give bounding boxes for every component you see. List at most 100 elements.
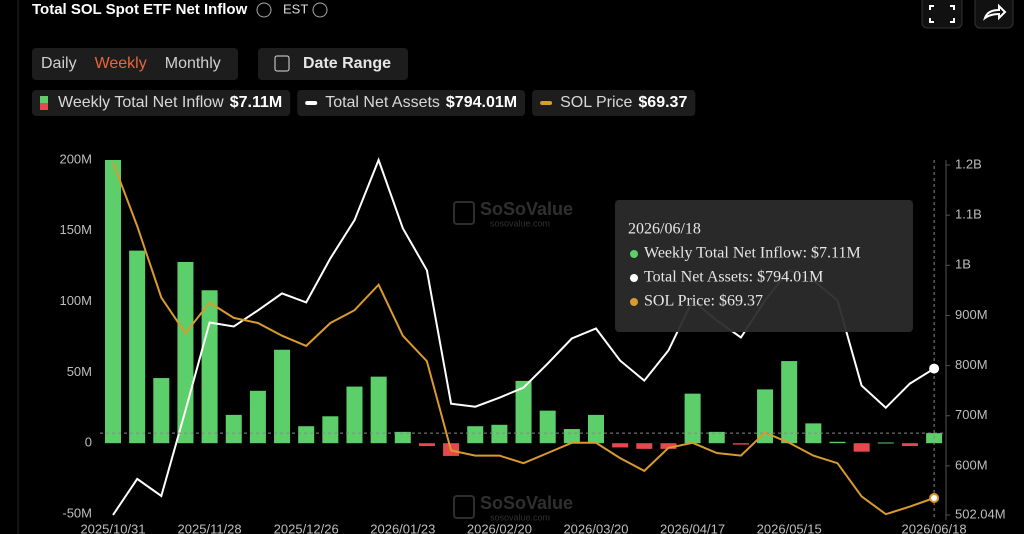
legend-label: Weekly Total Net Inflow	[58, 94, 224, 111]
bar[interactable]	[829, 441, 846, 444]
calendar-icon	[274, 55, 290, 72]
info-icon[interactable]	[256, 2, 272, 18]
legend-item: SOL Price $69.37	[532, 90, 696, 116]
x-tick-label: 2026/01/23	[370, 521, 435, 534]
bar[interactable]	[346, 386, 363, 444]
share-icon	[983, 3, 1007, 21]
tooltip-title: 2026/06/18	[628, 221, 701, 238]
legend-item: Weekly Total Net Inflow $7.11M	[32, 90, 291, 116]
bar[interactable]	[322, 416, 339, 444]
tooltip-dot	[630, 298, 638, 306]
legend-item: Total Net Assets $794.01M	[297, 90, 526, 116]
x-tick-label: 2026/04/17	[660, 521, 725, 534]
y-tick-label: 100M	[59, 293, 92, 308]
legend-label: Total Net Assets	[325, 94, 440, 111]
y-tick-label: -50M	[62, 505, 92, 520]
bar[interactable]	[298, 426, 315, 444]
bar[interactable]	[370, 376, 387, 444]
bar[interactable]	[515, 380, 532, 444]
tooltip-line: Total Net Assets: $794.01M	[644, 269, 823, 286]
bar[interactable]	[708, 431, 725, 444]
bar[interactable]	[274, 349, 291, 444]
y2-tick-label: 900M	[955, 307, 988, 322]
y2-tick-label: 800M	[955, 357, 988, 372]
line-series	[112, 161, 935, 516]
bar[interactable]	[877, 442, 894, 444]
tooltip-dot	[630, 250, 638, 258]
bar[interactable]	[563, 429, 580, 444]
legend-value: $7.11M	[230, 94, 282, 111]
period-option[interactable]: Daily	[41, 55, 77, 72]
hover-point	[929, 363, 940, 374]
bar[interactable]	[177, 261, 194, 444]
fullscreen-button[interactable]	[921, 0, 963, 29]
bar[interactable]	[539, 410, 556, 444]
bar[interactable]	[612, 443, 629, 448]
legend-value: $794.01M	[446, 94, 517, 111]
x-tick-label: 2025/11/28	[178, 521, 242, 534]
bar[interactable]	[732, 443, 749, 445]
bar[interactable]	[757, 389, 774, 444]
hover-point	[929, 492, 940, 503]
y2-tick-label: 1.2B	[955, 156, 982, 171]
legend-pill	[532, 90, 696, 116]
legend-swatch	[40, 96, 48, 103]
bar[interactable]	[588, 414, 604, 444]
bar[interactable]	[418, 443, 435, 447]
bar[interactable]	[153, 378, 170, 444]
bar[interactable]	[201, 290, 218, 444]
tooltip	[615, 200, 913, 332]
date-range-label: Date Range	[303, 55, 391, 72]
y2-tick-label: 502.04M	[955, 506, 1006, 521]
period-option[interactable]: Weekly	[95, 55, 147, 72]
watermark: SoSoValue	[480, 199, 573, 219]
x-tick-label: 2026/03/20	[563, 521, 628, 534]
x-tick-label: 2026/02/20	[467, 521, 532, 534]
bar[interactable]	[249, 390, 266, 444]
bar[interactable]	[105, 160, 121, 444]
watermark-url: sosovalue.com	[490, 218, 550, 228]
y-tick-label: 150M	[59, 222, 92, 237]
y2-tick-label: 700M	[955, 407, 988, 422]
tooltip-line: Weekly Total Net Inflow: $7.11M	[644, 245, 861, 262]
x-tick-label: 2026/05/15	[757, 521, 822, 534]
y-tick-label: 0	[85, 435, 92, 450]
bar[interactable]	[636, 443, 653, 449]
bar[interactable]	[129, 250, 146, 444]
legend-swatch	[40, 103, 48, 110]
legend-pill	[32, 90, 291, 116]
bar[interactable]	[394, 431, 411, 444]
chart-title: Total SOL Spot ETF Net Inflow	[32, 1, 248, 18]
watermark-logo	[453, 495, 475, 519]
watermark-url: sosovalue.com	[490, 512, 550, 522]
bar[interactable]	[225, 414, 242, 444]
x-tick-label: 2025/12/26	[274, 521, 339, 534]
bar[interactable]	[491, 424, 508, 444]
date-range-button[interactable]	[258, 48, 408, 80]
y-tick-label: 200M	[59, 151, 92, 166]
info-icon[interactable]	[312, 2, 328, 18]
tooltip-dot	[630, 274, 638, 282]
period-switch	[32, 48, 238, 80]
bar[interactable]	[805, 423, 822, 444]
legend-swatch	[305, 101, 318, 105]
timezone: EST	[283, 1, 308, 16]
x-tick-label: 2026/06/18	[902, 521, 967, 534]
y2-tick-label: 600M	[955, 457, 988, 472]
bar[interactable]	[853, 443, 870, 452]
y2-tick-label: 1.1B	[955, 207, 982, 222]
fullscreen-icon	[929, 5, 955, 23]
bar[interactable]	[901, 443, 918, 447]
bar[interactable]	[467, 426, 484, 444]
tooltip-line: SOL Price: $69.37	[644, 293, 763, 310]
legend-value: $69.37	[638, 94, 687, 111]
watermark: SoSoValue	[480, 493, 573, 513]
watermark-logo	[453, 201, 475, 225]
period-option[interactable]: Monthly	[165, 55, 221, 72]
y-tick-label: 50M	[67, 364, 92, 379]
legend-pill	[297, 90, 526, 116]
bar[interactable]	[684, 393, 701, 444]
bar[interactable]	[660, 443, 677, 449]
bar[interactable]	[781, 361, 798, 444]
